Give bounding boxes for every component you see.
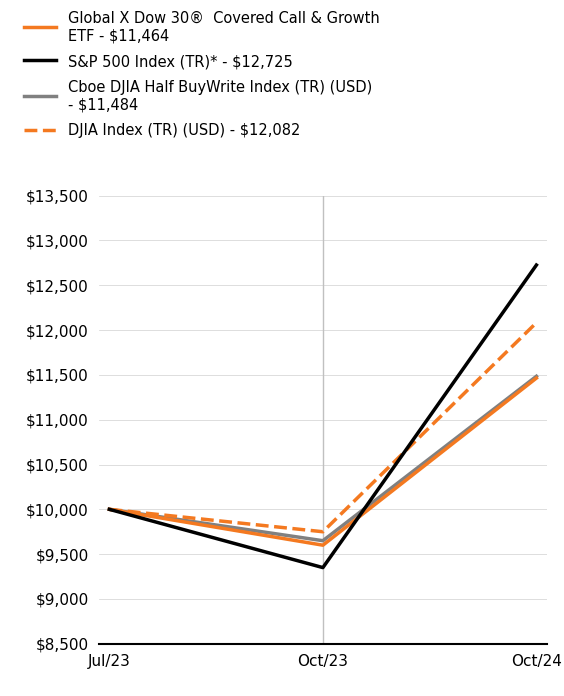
Legend: Global X Dow 30®  Covered Call & Growth
ETF - $11,464, S&P 500 Index (TR)* - $12: Global X Dow 30® Covered Call & Growth E…: [24, 10, 380, 139]
